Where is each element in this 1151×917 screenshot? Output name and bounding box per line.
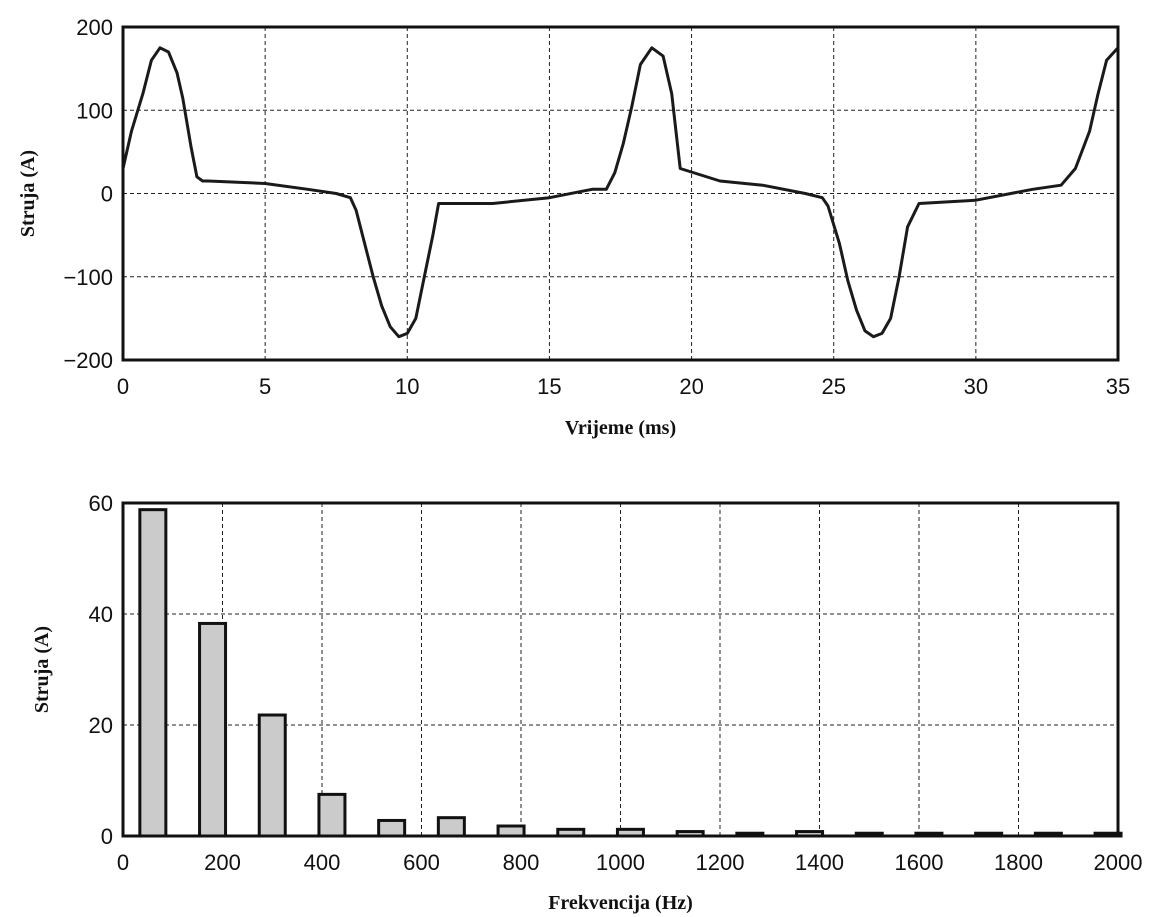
spectrum-x-tick-label: 1600: [895, 850, 944, 875]
harmonic-bar: [257, 713, 287, 838]
time-y-tick-label: 200: [76, 15, 113, 40]
spectrum-x-tick-label: 1800: [994, 850, 1043, 875]
spectrum-x-tick-label: 200: [204, 850, 241, 875]
time-x-tick-label: 35: [1106, 374, 1130, 399]
current-waveform-line: [121, 46, 1120, 339]
time-x-tick-label: 10: [395, 374, 419, 399]
time-x-tick-label: 5: [259, 374, 271, 399]
harmonic-bar: [317, 792, 347, 838]
spectrum-y-axis-title: Struja (A): [31, 626, 53, 713]
time-x-tick-label: 25: [821, 374, 845, 399]
spectrum-y-tick-label: 20: [89, 713, 113, 738]
spectrum-chart-frame: [121, 501, 1120, 838]
frequency-x-axis-title: Frekvencija (Hz): [548, 892, 693, 914]
spectrum-x-tick-label: 1000: [596, 850, 645, 875]
time-chart-frame: [121, 25, 1120, 362]
spectrum-y-tick-label: 40: [89, 602, 113, 627]
harmonic-bar: [198, 621, 228, 838]
frequency-spectrum-chart: 0 200 400 600 800 1000 1200 1400 1600 1800 2000 60…: [31, 491, 1142, 914]
spectrum-y-tick-label: 0: [101, 824, 113, 849]
spectrum-x-tick-label: 800: [503, 850, 540, 875]
time-y-axis-title: Struja (A): [17, 150, 39, 237]
time-y-tick-label: 100: [76, 98, 113, 123]
time-x-tick-label: 30: [964, 374, 988, 399]
spectrum-x-tick-label: 600: [403, 850, 440, 875]
time-x-tick-label: 15: [537, 374, 561, 399]
time-y-tick-label: 0: [101, 182, 113, 207]
spectrum-x-tick-label: 2000: [1094, 850, 1143, 875]
spectrum-x-tick-label: 1400: [795, 850, 844, 875]
spectrum-x-tick-label: 400: [304, 850, 341, 875]
harmonic-bar: [436, 816, 466, 838]
time-x-tick-label: 20: [679, 374, 703, 399]
spectrum-x-tick-label: 0: [117, 850, 129, 875]
spectrum-x-tick-label: 1200: [696, 850, 745, 875]
harmonic-bar: [377, 818, 407, 838]
time-domain-chart: 0 5 10 15 20 25 30 35 200 100 0 −100 −200 Vrijeme (…: [17, 15, 1130, 439]
harmonic-bar: [138, 508, 168, 838]
time-y-tick-label: −100: [63, 265, 113, 290]
time-x-axis-title: Vrijeme (ms): [565, 417, 676, 439]
time-x-tick-label: 0: [117, 374, 129, 399]
spectrum-y-tick-label: 60: [89, 491, 113, 516]
time-y-tick-label: −200: [63, 348, 113, 373]
